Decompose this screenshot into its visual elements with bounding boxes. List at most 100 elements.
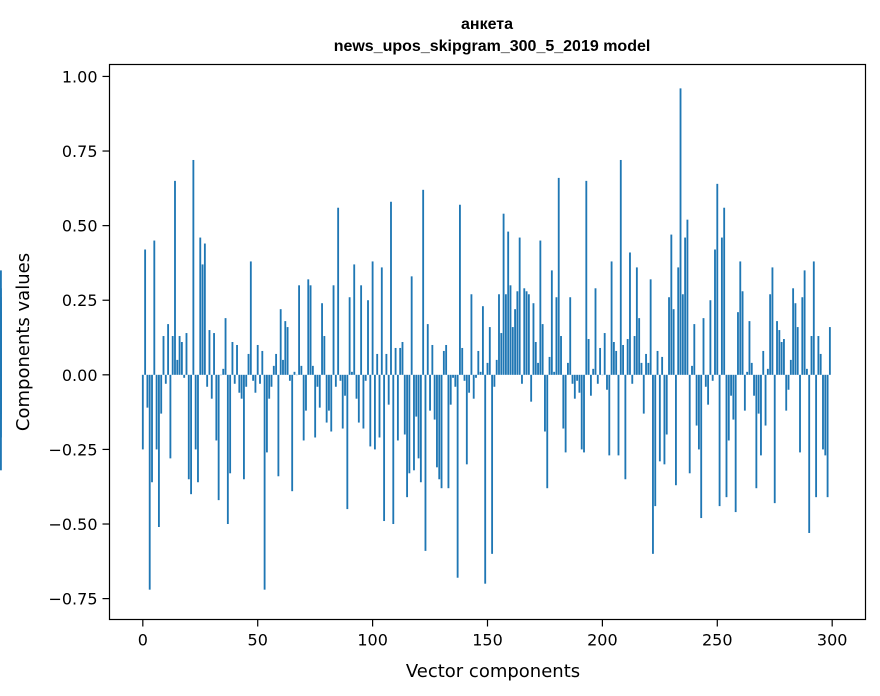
bar-22 (192, 159, 195, 375)
bar-undefined (0, 374, 2, 471)
bar-155 (498, 294, 500, 375)
bar-153 (493, 374, 496, 387)
bar-211 (626, 339, 629, 375)
bar-198 (596, 374, 599, 384)
bar-264 (748, 321, 751, 375)
bar-195 (589, 374, 592, 396)
bar-10 (164, 374, 167, 384)
bar-74 (311, 365, 314, 375)
bar-72 (307, 279, 310, 375)
bar-13 (171, 336, 174, 375)
bar-70 (302, 374, 305, 441)
bar-93 (355, 374, 358, 399)
bar-37 (226, 374, 229, 525)
bar-undefined (0, 312, 2, 375)
bar-180 (555, 297, 558, 375)
x-axis-label: Vector components (406, 661, 580, 682)
bar-274 (771, 267, 774, 375)
bar-232 (675, 374, 677, 486)
y-axis-label: Components values (13, 253, 34, 431)
bar-52 (261, 350, 264, 375)
bar-245 (704, 374, 707, 387)
bar-106 (385, 353, 388, 375)
bar-102 (376, 353, 379, 375)
bar-53 (263, 374, 266, 590)
bar-44 (243, 374, 245, 480)
bar-171 (534, 342, 537, 375)
bar-280 (785, 374, 788, 411)
bar-121 (419, 374, 422, 483)
bar-59 (277, 374, 280, 477)
bar-169 (530, 374, 533, 402)
bar-100 (371, 261, 374, 375)
bar-62 (284, 321, 287, 375)
bar-164 (518, 237, 521, 375)
bar-19 (185, 333, 188, 375)
bar-225 (658, 374, 661, 462)
bar-210 (624, 374, 627, 480)
bar-120 (417, 374, 420, 459)
bar-99 (369, 374, 372, 447)
y-tick-label: 0.25 (62, 291, 98, 310)
bar-32 (215, 374, 218, 441)
bar-178 (550, 270, 553, 375)
bar-145 (475, 374, 477, 378)
bar-240 (693, 324, 696, 375)
bar-81 (328, 374, 330, 411)
bar-56 (270, 374, 273, 387)
x-tick-label: 0 (138, 631, 148, 650)
bar-279 (783, 339, 785, 375)
bar-128 (436, 374, 438, 468)
bar-276 (776, 321, 778, 375)
bar-88 (344, 374, 346, 396)
bar-192 (583, 374, 585, 453)
bar-83 (332, 285, 335, 375)
bar-111 (396, 374, 399, 441)
bar-97 (364, 374, 367, 381)
bar-115 (406, 374, 408, 498)
bar-199 (599, 347, 602, 375)
bar-156 (500, 333, 503, 375)
bar-35 (222, 368, 225, 375)
bar-117 (410, 276, 413, 375)
bar-5 (153, 240, 156, 375)
y-tick-label: 0.00 (62, 366, 98, 385)
bar-84 (334, 374, 337, 387)
bar-118 (413, 374, 415, 471)
bar-275 (773, 374, 776, 504)
bar-2 (146, 374, 149, 408)
bar-273 (769, 294, 772, 375)
bar-129 (438, 374, 441, 480)
bar-238 (688, 374, 691, 474)
bar-154 (495, 359, 498, 375)
bar-91 (351, 371, 353, 375)
x-tick-label: 100 (357, 631, 388, 650)
bar-188 (573, 374, 576, 399)
bar-151 (488, 327, 491, 375)
bar-71 (305, 374, 307, 411)
bar-9 (162, 336, 165, 375)
bar-254 (725, 374, 728, 498)
bar-262 (743, 374, 746, 411)
bar-267 (755, 374, 758, 489)
bar-224 (656, 350, 659, 375)
bar-181 (557, 177, 560, 375)
bar-243 (700, 374, 703, 519)
bar-41 (236, 344, 238, 375)
bar-110 (394, 347, 397, 375)
bar-239 (691, 365, 693, 375)
bar-165 (521, 374, 523, 384)
bar-289 (805, 368, 808, 375)
bar-144 (472, 374, 475, 399)
bar-105 (383, 374, 386, 522)
bar-259 (737, 312, 739, 375)
bar-182 (560, 336, 562, 375)
plot-frame (108, 63, 867, 621)
x-tick-label: 50 (248, 631, 268, 650)
bar-220 (647, 362, 650, 375)
bar-236 (684, 237, 687, 375)
x-tick-label: 150 (472, 631, 503, 650)
bar-203 (608, 374, 611, 456)
bar-46 (247, 353, 250, 375)
bar-69 (300, 365, 303, 375)
